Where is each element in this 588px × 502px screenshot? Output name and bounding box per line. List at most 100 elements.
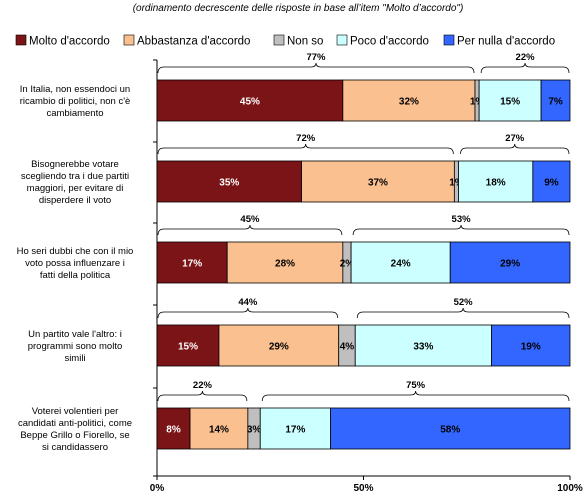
bar-segment (226, 241, 344, 284)
group-bracket: 52% (356, 297, 570, 319)
legend-swatch (15, 34, 27, 46)
legend-swatch (336, 34, 348, 46)
data-label: 28% (275, 259, 295, 270)
bracket-line (157, 62, 475, 74)
group-total-label: 75% (406, 380, 426, 391)
data-label: 3% (247, 425, 262, 436)
group-total-label: 45% (240, 214, 260, 225)
bar-segment (449, 241, 571, 284)
legend-label: Per nulla d'accordo (457, 36, 555, 48)
data-label: 1% (470, 97, 485, 108)
bracket-line (460, 143, 570, 155)
legend-swatch (443, 34, 455, 46)
group-total-label: 22% (193, 380, 213, 391)
bar-segment (532, 160, 571, 203)
bracket-line (261, 390, 570, 402)
legend-item: Abbastanza d'accordo (123, 34, 250, 48)
data-label: 58% (440, 425, 460, 436)
data-label: 9% (544, 178, 559, 189)
legend-label: Non so (287, 36, 323, 48)
group-total-label: 53% (452, 214, 472, 225)
category-label: programmi sono molto (28, 341, 123, 352)
group-bracket: 77% (157, 52, 475, 74)
category-label: Un partito vale l'altro: i (28, 329, 122, 340)
data-label: 4% (340, 342, 355, 353)
legend-item: Non so (273, 34, 323, 48)
bracket-line (480, 62, 570, 74)
data-label: 15% (178, 342, 198, 353)
bar-segment (478, 79, 542, 122)
category-label: Ho seri dubbi che con il mio (17, 246, 134, 257)
group-bracket: 72% (157, 133, 454, 155)
x-tick-label: 100% (557, 483, 583, 494)
bar-segment (330, 407, 571, 450)
category-label: candidati anti-politici, come (18, 418, 132, 429)
data-label: 1% (449, 178, 464, 189)
plot-area: 0% 50% 100% In Italia, non essendoci unrica… (17, 52, 583, 494)
legend-label: Abbastanza d'accordo (137, 36, 250, 48)
bar-segment (540, 79, 571, 122)
category-label: ricambio di politici, non c'è (20, 96, 131, 107)
group-bracket: 22% (157, 380, 248, 402)
category-label: Voterei volentieri per (32, 406, 119, 417)
category-label: fatti della politica (40, 270, 111, 281)
legend-item: Molto d'accordo (15, 34, 110, 48)
category-label: disperdere il voto (39, 195, 111, 206)
data-label: 37% (368, 178, 388, 189)
group-bracket: 75% (261, 380, 570, 402)
bar-segment (458, 160, 534, 203)
legend: Molto d'accordo Abbastanza d'accordo Non s… (15, 34, 555, 48)
x-tick-label: 50% (353, 483, 373, 494)
data-label: 24% (391, 259, 411, 270)
group-bracket: 45% (157, 214, 343, 236)
group-bracket: 53% (352, 214, 570, 236)
bracket-line (356, 307, 570, 319)
bar-segment (301, 160, 455, 203)
category-label: In Italia, non essendoci un (20, 84, 130, 95)
bar-segment (156, 241, 228, 284)
group-total-label: 77% (306, 52, 326, 63)
category-label: Beppe Grillo o Fiorello, se (20, 430, 129, 441)
bar-segment (156, 407, 191, 450)
data-label: 17% (182, 259, 202, 270)
category-label: si candidassero (42, 442, 108, 453)
data-label: 29% (500, 259, 520, 270)
category-label: maggiori, per evitare di (27, 183, 124, 194)
category-label: simili (64, 353, 85, 364)
bar-segment (189, 407, 249, 450)
data-label: 14% (209, 425, 229, 436)
legend-item: Poco d'accordo (336, 34, 429, 48)
group-total-label: 52% (454, 297, 474, 308)
group-total-label: 72% (296, 133, 316, 144)
data-label: 8% (166, 425, 181, 436)
bracket-line (352, 224, 570, 236)
category-label: voto possa influenzare i (25, 258, 125, 269)
group-bracket: 22% (480, 52, 570, 74)
data-label: 29% (269, 342, 289, 353)
legend-swatch (123, 34, 135, 46)
data-label: 7% (548, 97, 563, 108)
bar-segment (342, 79, 476, 122)
group-bracket: 44% (157, 297, 339, 319)
data-label: 45% (240, 97, 260, 108)
bracket-line (157, 307, 339, 319)
legend-item: Per nulla d'accordo (443, 34, 555, 48)
category-label: Bisognerebbe votare (31, 159, 119, 170)
data-label: 2% (340, 259, 355, 270)
data-label: 19% (521, 342, 541, 353)
category-label: cambiamento (46, 108, 103, 119)
chart-subtitle: (ordinamento decrescente delle risposte … (133, 3, 464, 14)
bar-segment (491, 324, 571, 367)
group-total-label: 22% (516, 52, 536, 63)
data-label: 15% (500, 97, 520, 108)
group-bracket: 27% (460, 133, 570, 155)
bracket-line (157, 143, 454, 155)
group-total-label: 27% (505, 133, 525, 144)
data-label: 33% (413, 342, 433, 353)
legend-label: Molto d'accordo (29, 36, 110, 48)
